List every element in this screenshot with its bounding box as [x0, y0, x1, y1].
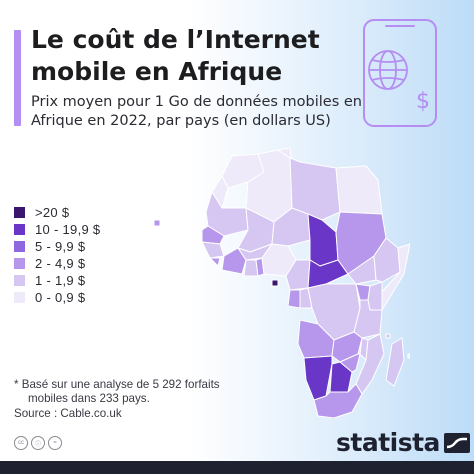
chart-title: Le coût de l’Internet mobile en Afrique [31, 25, 320, 86]
by-icon[interactable]: ⓘ [31, 436, 45, 450]
legend-item: 10 - 19,9 $ [14, 221, 100, 238]
region-mauritius [407, 353, 410, 359]
legend-swatch [14, 292, 25, 303]
legend-item: 5 - 9,9 $ [14, 238, 100, 255]
region-botswana [329, 361, 353, 393]
legend-swatch [14, 207, 25, 218]
legend-label: 10 - 19,9 $ [35, 222, 101, 237]
region-sierra-leone [209, 257, 221, 267]
legend-label: 5 - 9,9 $ [35, 239, 86, 254]
dollar-icon: $ [416, 89, 430, 114]
region-senegal [201, 225, 225, 245]
brand-name: statista [336, 428, 440, 457]
legend-item: >20 $ [14, 204, 100, 221]
globe-icon [368, 50, 408, 90]
legend-swatch [14, 275, 25, 286]
region-madagascar [385, 337, 405, 387]
region-kenya [367, 281, 383, 311]
legend-item: 1 - 1,9 $ [14, 272, 100, 289]
footnote-line-1: * Basé sur une analyse de 5 292 forfaits [14, 378, 220, 391]
region-mauritania [205, 191, 249, 237]
phone-icon: $ [363, 19, 437, 127]
accent-bar [14, 30, 21, 126]
legend-item: 2 - 4,9 $ [14, 255, 100, 272]
region-comoros [385, 333, 391, 339]
legend-label: >20 $ [35, 205, 70, 220]
legend-item: 0 - 0,9 $ [14, 289, 100, 306]
map-legend: >20 $ 10 - 19,9 $ 5 - 9,9 $ 2 - 4,9 $ 1 … [14, 204, 100, 306]
region-cote-divoire [221, 247, 247, 275]
region-sao-tome [271, 279, 279, 287]
chart-subtitle: Prix moyen pour 1 Go de données mobiles … [31, 94, 363, 129]
region-egypt [335, 165, 383, 215]
region-gabon [287, 289, 301, 309]
region-cape-verde [153, 219, 161, 227]
source-text: Source : Cable.co.uk [14, 407, 122, 420]
footnote-line-2: mobiles dans 233 pays. [28, 392, 150, 405]
bottom-bar [0, 461, 474, 474]
legend-label: 1 - 1,9 $ [35, 273, 86, 288]
license-icons[interactable]: cc ⓘ = [14, 436, 62, 450]
region-zimbabwe [339, 353, 361, 373]
footnote: * Basé sur une analyse de 5 292 forfaits… [14, 378, 344, 421]
legend-swatch [14, 224, 25, 235]
legend-label: 2 - 4,9 $ [35, 256, 86, 271]
nd-icon[interactable]: = [48, 436, 62, 450]
legend-swatch [14, 241, 25, 252]
region-south-africa [313, 383, 363, 419]
statista-logo[interactable]: statista [336, 428, 470, 457]
cc-icon[interactable]: cc [14, 436, 28, 450]
region-chad [307, 213, 339, 267]
region-guinea [201, 241, 225, 259]
africa-map [153, 148, 410, 419]
region-mozambique [355, 333, 385, 395]
legend-swatch [14, 258, 25, 269]
legend-label: 0 - 0,9 $ [35, 290, 86, 305]
statista-wave-icon [443, 432, 470, 453]
